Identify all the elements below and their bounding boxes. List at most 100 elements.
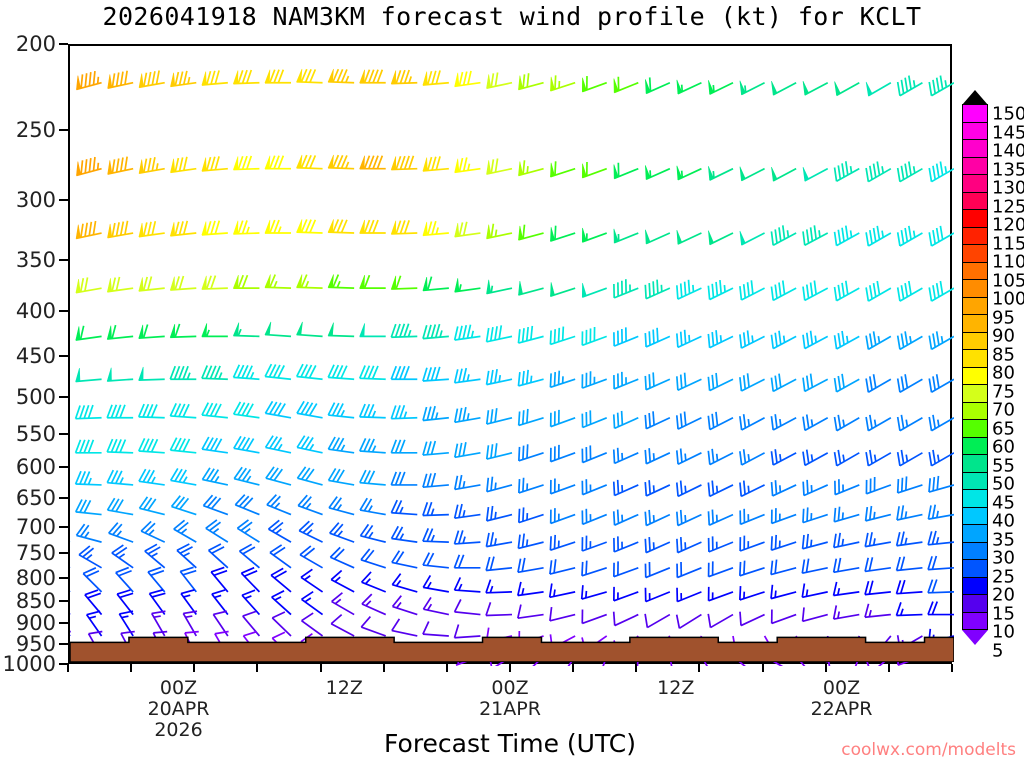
y-axis-tick-mark [59,577,68,580]
x-axis-tick-mark [130,664,133,672]
x-tick-time: 00Z [491,677,529,699]
x-axis-tick-label: 00Z 22APR [811,678,873,720]
y-axis-tick-label: 700 [15,514,56,539]
y-axis-tick-mark [59,663,68,665]
plot-area [68,44,954,666]
colorbar-tick-label: 125 [992,196,1024,218]
colorbar-tick-label: 25 [992,566,1015,588]
y-axis-tick-label: 950 [15,632,56,657]
colorbar-tick-label: 80 [992,362,1015,384]
x-tick-date: 22APR [810,698,873,720]
colorbar-tick-label: 120 [992,214,1024,236]
x-axis-tick-mark [382,664,385,672]
y-axis-tick-mark [59,310,68,313]
colorbar-tick-label: 5 [992,640,1004,662]
x-axis-tick-mark [635,664,638,672]
x-axis-tick-label: 00Z 21APR [479,678,541,720]
y-axis-tick-label: 650 [15,486,56,511]
x-axis-tick-label: 12Z [326,678,363,699]
x-axis-tick-mark [824,664,827,672]
x-axis-tick-mark [572,664,575,672]
y-axis-tick-mark [59,199,68,202]
x-axis-tick-mark [761,664,764,672]
colorbar-tick-label: 45 [992,492,1015,514]
x-axis-title: Forecast Time (UTC) [384,729,636,758]
y-axis-tick-label: 300 [15,188,56,213]
x-axis-tick-mark [698,664,701,672]
colorbar-tick-label: 15 [992,603,1015,625]
colorbar-tick-label: 140 [992,140,1024,162]
colorbar-tick-label: 75 [992,381,1015,403]
colorbar-tick-label: 150 [992,103,1024,125]
x-tick-date: 20APR [147,698,210,720]
x-tick-time: 00Z [822,677,861,699]
y-axis-tick-mark [59,643,68,646]
y-axis-tick-label: 1000 [2,652,56,676]
colorbar-tick-label: 130 [992,177,1024,199]
colorbar [962,90,988,645]
colorbar-swatch [962,611,988,630]
x-tick-year: 2026 [154,719,203,741]
colorbar-tick-label: 50 [992,473,1015,495]
y-axis-tick-label: 550 [15,421,56,446]
y-axis-tick-label: 500 [15,384,56,409]
colorbar-tick-label: 35 [992,529,1015,551]
terrain-band [70,636,954,662]
y-axis-tick-mark [59,258,68,261]
colorbar-tick-label: 40 [992,510,1015,532]
watermark: coolwx.com/modelts [841,740,1016,760]
y-axis-tick-label: 400 [15,299,56,324]
colorbar-tick-label: 105 [992,270,1024,292]
x-tick-time: 00Z [159,677,198,699]
y-axis-tick-mark [59,355,68,358]
y-axis-tick-label: 450 [15,344,56,369]
colorbar-tick-label: 10 [992,621,1015,643]
terrain-polygon [70,636,954,662]
x-tick-time: 12Z [325,677,363,699]
y-axis-tick-label: 200 [15,32,56,56]
colorbar-tick-label: 60 [992,436,1015,458]
colorbar-tick-label: 90 [992,325,1015,347]
colorbar-tick-label: 85 [992,344,1015,366]
y-axis-tick-label: 600 [15,455,56,480]
colorbar-tick-label: 100 [992,288,1024,310]
colorbar-tick-label: 70 [992,399,1015,421]
x-axis-tick-label: 12Z [657,678,694,699]
page-title: 2026041918 NAM3KM forecast wind profile … [102,2,922,31]
colorbar-tick-label: 20 [992,584,1015,606]
colorbar-over-arrow [962,90,988,105]
x-axis-tick-label: 00Z 20APR 2026 [148,678,210,741]
y-axis-tick-label: 250 [15,117,56,142]
y-axis-tick-label: 350 [15,247,56,272]
y-axis-tick-mark [59,600,68,603]
x-axis-tick-mark [319,664,322,672]
y-axis-tick-mark [59,432,68,435]
x-axis-tick-mark [193,664,196,672]
y-axis-tick-label: 900 [15,611,56,636]
colorbar-tick-label: 145 [992,122,1024,144]
colorbar-tick-label: 65 [992,418,1015,440]
y-axis-tick-mark [59,395,68,398]
y-axis-tick-mark [59,622,68,625]
x-axis-tick-mark [509,664,511,672]
y-axis-tick-mark [59,43,68,45]
colorbar-under-arrow [962,630,988,645]
x-tick-time: 12Z [657,677,695,699]
colorbar-tick-label: 115 [992,233,1024,255]
y-axis-tick-mark [59,466,68,469]
x-axis-tick-mark [887,664,890,672]
x-axis-tick-mark [67,664,69,672]
y-axis-tick-mark [59,128,68,131]
y-axis-tick-mark [59,552,68,555]
colorbar-tick-label: 110 [992,251,1024,273]
x-axis-tick-mark [256,664,259,672]
y-axis-tick-mark [59,497,68,500]
colorbar-tick-label: 55 [992,455,1015,477]
y-axis-tick-label: 750 [15,541,56,566]
y-axis-tick-label: 800 [15,566,56,591]
y-axis-tick-mark [59,525,68,528]
